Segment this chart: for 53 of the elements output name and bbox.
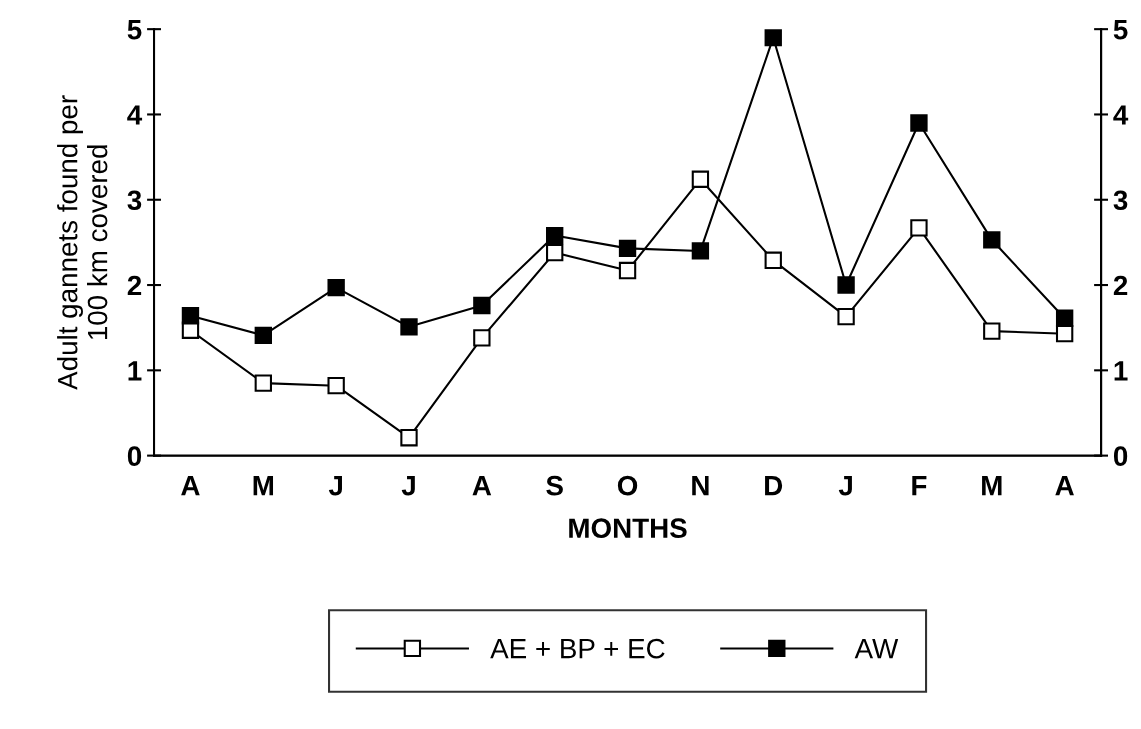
y-tick-label: 5 — [127, 20, 142, 40]
point — [618, 261, 637, 280]
point — [400, 318, 418, 336]
point — [327, 278, 345, 297]
x-tick-label: J — [328, 476, 342, 496]
point — [1055, 309, 1074, 327]
x-tick-label: O — [617, 475, 638, 496]
point — [546, 226, 564, 245]
y-tick-label: 0 — [127, 446, 142, 466]
legend-label: AE + BP + EC — [490, 638, 665, 659]
point — [618, 239, 637, 258]
y-tick-label: 4 — [127, 105, 143, 125]
x-tick-label: N — [692, 476, 709, 496]
point — [691, 242, 710, 260]
y2-tick-label: 2 — [1113, 275, 1128, 296]
x-tick-label: F — [912, 476, 927, 496]
point — [254, 326, 272, 345]
point — [254, 374, 272, 392]
y-tick-label: 1 — [128, 361, 142, 381]
x-tick-label: M — [982, 476, 1002, 496]
x-tick-label: D — [765, 476, 783, 496]
point — [546, 243, 564, 262]
x-tick-label: A — [1055, 476, 1074, 496]
point — [910, 219, 928, 237]
x-tick-label: S — [546, 475, 563, 496]
point — [473, 296, 491, 315]
x-tick-label: J — [401, 476, 415, 496]
x-tick-label: M — [253, 476, 274, 496]
x-tick-label: J — [838, 476, 852, 496]
y2-tick-label: 4 — [1113, 105, 1129, 125]
y2-tick-label: 5 — [1113, 20, 1128, 40]
point — [473, 329, 491, 347]
x-tick-label: A — [472, 476, 492, 496]
point — [983, 231, 1001, 249]
y2-tick-label: 0 — [1113, 446, 1128, 466]
point — [983, 322, 1001, 340]
point — [327, 377, 345, 395]
y-tick-label: 2 — [127, 275, 142, 296]
point — [764, 29, 782, 47]
legend-label: AW — [854, 639, 899, 659]
point — [764, 251, 782, 269]
x-tick-label: A — [181, 476, 200, 496]
y2-tick-label: 1 — [1114, 361, 1128, 381]
point — [837, 276, 855, 294]
point — [400, 429, 418, 447]
point — [837, 307, 855, 326]
point — [910, 114, 928, 132]
y-axis-title: Adult gannets found per 100 km covered — [57, 95, 108, 390]
y2-tick-label: 3 — [1113, 190, 1128, 211]
x-axis-title: MONTHS — [569, 518, 687, 539]
point — [691, 170, 710, 188]
y-tick-label: 3 — [127, 190, 142, 211]
point — [181, 307, 200, 325]
